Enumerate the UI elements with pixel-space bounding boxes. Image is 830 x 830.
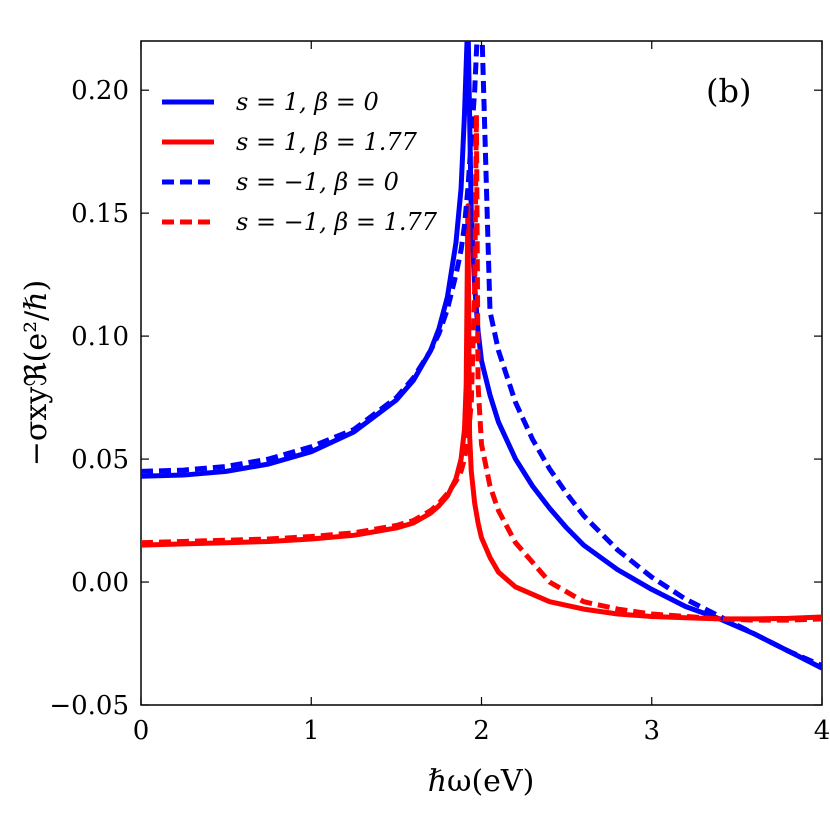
x-tick-label: 4 xyxy=(814,716,830,746)
series-line-4 xyxy=(141,112,822,623)
y-tick-label: 0.20 xyxy=(71,76,129,106)
legend-label: s = 1, β = 1.77 xyxy=(236,128,418,156)
legend-label: s = 1, β = 0 xyxy=(236,88,379,116)
series-line-3 xyxy=(141,41,822,668)
y-axis-label: −σxyℜ(e²/ℏ) xyxy=(19,280,54,467)
x-tick-label: 0 xyxy=(133,716,150,746)
y-tick-label: −0.05 xyxy=(49,691,129,721)
y-tick-label: 0.10 xyxy=(71,322,129,352)
panel-label: (b) xyxy=(706,72,751,110)
x-axis-label: ℏω(eV) xyxy=(428,764,535,799)
legend: s = 1, β = 0 s = 1, β = 1.77 s = −1, β = 0… xyxy=(162,88,438,236)
legend-label: s = −1, β = 1.77 xyxy=(236,208,438,236)
y-tick-label: 0.15 xyxy=(71,199,129,229)
series-layer xyxy=(141,41,822,671)
legend-label: s = −1, β = 0 xyxy=(236,168,399,196)
y-tick-label: 0.00 xyxy=(71,568,129,598)
y-tick-label: 0.05 xyxy=(71,445,129,475)
ticks-layer: 0 1 2 3 4 −0.05 0.00 0.05 0.10 0.15 0.20 xyxy=(49,41,830,746)
x-tick-label: 1 xyxy=(303,716,320,746)
x-tick-label: 3 xyxy=(643,716,660,746)
x-tick-label: 2 xyxy=(473,716,490,746)
